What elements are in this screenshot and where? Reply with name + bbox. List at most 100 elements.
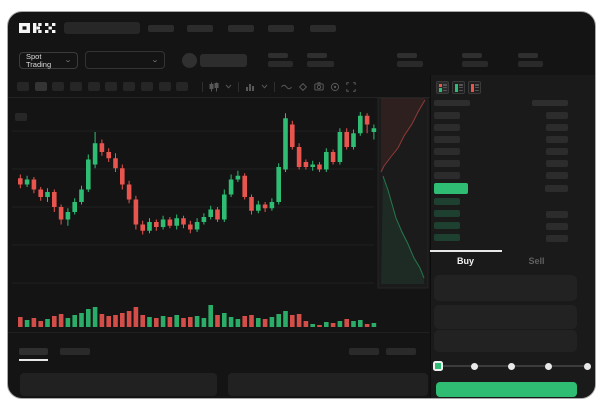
pair-select[interactable]: ⌄ xyxy=(85,51,165,69)
orderbook-view-combined-icon[interactable] xyxy=(436,81,449,94)
orderbook-ask-size-bar[interactable] xyxy=(546,172,568,179)
slider-stop-dot[interactable] xyxy=(583,362,591,370)
volume-bar xyxy=(324,322,329,327)
volume-bar xyxy=(92,307,98,327)
nav-item-placeholder[interactable] xyxy=(187,25,213,32)
orderbook-header-price-col xyxy=(434,100,470,106)
order-total-field[interactable] xyxy=(434,330,577,352)
settings-icon[interactable] xyxy=(330,82,340,92)
orderbook-ask-size-bar[interactable] xyxy=(546,136,568,143)
camera-icon[interactable] xyxy=(314,82,324,91)
orderbook-bid-price-bar[interactable] xyxy=(434,222,460,229)
timeframe-button[interactable] xyxy=(176,82,189,91)
volume-bar xyxy=(79,313,84,327)
amount-slider[interactable] xyxy=(433,359,593,373)
orderbook-ask-price-bar[interactable] xyxy=(434,124,460,131)
candle-body xyxy=(38,189,43,197)
timeframe-button[interactable] xyxy=(140,82,153,91)
candle-body xyxy=(324,152,329,170)
nav-item-placeholder[interactable] xyxy=(148,25,174,32)
tab-sell[interactable]: Sell xyxy=(528,256,545,266)
timeframe-button[interactable] xyxy=(158,82,171,91)
indicator-icon[interactable] xyxy=(245,82,255,92)
candle-body xyxy=(154,222,159,227)
slider-stop-dot[interactable] xyxy=(545,362,552,370)
orderbook-ask-price-bar[interactable] xyxy=(434,112,460,119)
volume-bar xyxy=(113,315,118,327)
chevron-down-icon: ⌄ xyxy=(63,57,73,64)
nav-item-placeholder[interactable] xyxy=(268,25,294,32)
volume-bar xyxy=(351,321,356,327)
volume-bar xyxy=(140,315,145,327)
orderbook-ask-price-bar[interactable] xyxy=(434,148,460,155)
search-input[interactable] xyxy=(64,22,140,34)
order-price-field[interactable] xyxy=(434,275,577,301)
candle-body xyxy=(99,143,105,152)
draw-icon[interactable] xyxy=(298,82,308,92)
candles-icon[interactable] xyxy=(209,82,219,92)
asks-lines xyxy=(475,84,479,92)
tab-buy[interactable]: Buy xyxy=(456,256,474,266)
orderbook-view-bids-icon[interactable] xyxy=(452,81,465,94)
timeframe-button[interactable] xyxy=(17,82,29,91)
candle-body xyxy=(303,162,309,167)
volume-bar xyxy=(133,307,139,327)
volume-bar xyxy=(126,311,132,327)
slider-stop-dot[interactable] xyxy=(471,362,478,370)
volume-bar xyxy=(262,319,268,327)
orderbook-ask-price-bar[interactable] xyxy=(434,172,460,179)
orderbook-ask-size-bar[interactable] xyxy=(546,148,568,155)
orderbook-bid-size-bar[interactable] xyxy=(546,211,568,218)
volume-bar xyxy=(174,315,179,327)
volume-bar xyxy=(283,311,288,327)
timeframe-button[interactable] xyxy=(123,82,136,91)
timeframe-button[interactable] xyxy=(105,82,118,91)
volume-bar xyxy=(337,321,343,327)
stat-value-placeholder xyxy=(397,61,423,67)
slider-stops xyxy=(437,359,593,373)
volume-bar xyxy=(181,318,186,327)
orderbook-ask-size-bar[interactable] xyxy=(546,112,568,119)
volume-bar xyxy=(194,316,200,327)
avatar[interactable] xyxy=(182,53,197,68)
account-button[interactable] xyxy=(200,54,247,67)
bottom-right-item-1[interactable] xyxy=(349,348,379,355)
orderbook-bid-price-bar[interactable] xyxy=(434,210,460,217)
candle-body xyxy=(337,132,343,162)
orderbook-bid-price-bar[interactable] xyxy=(434,198,460,205)
candle-body xyxy=(86,159,91,190)
timeframe-button[interactable] xyxy=(87,82,100,91)
bottom-tab-history[interactable] xyxy=(60,348,90,355)
nav-item-placeholder[interactable] xyxy=(228,25,254,32)
volume-bar xyxy=(58,314,64,327)
orderbook-ask-price-bar[interactable] xyxy=(434,160,460,167)
orderbook-bid-price-bar[interactable] xyxy=(434,234,460,241)
timeframe-button[interactable] xyxy=(52,82,65,91)
chevron-down-icon[interactable] xyxy=(261,84,268,89)
volume-bar xyxy=(276,314,281,327)
timeframe-button[interactable] xyxy=(70,82,83,91)
bottom-right-item-2[interactable] xyxy=(386,348,416,355)
slider-handle[interactable] xyxy=(433,361,443,371)
timeframe-button[interactable] xyxy=(34,82,47,91)
orderbook-ask-size-bar[interactable] xyxy=(546,124,568,131)
fullscreen-icon[interactable] xyxy=(346,81,356,92)
orderbook-bid-size-bar[interactable] xyxy=(546,235,568,242)
buy-submit-button[interactable] xyxy=(436,382,577,397)
candle-body xyxy=(188,224,193,230)
app-window: Spot Trading ⌄ ⌄ xyxy=(7,11,596,399)
orderbook-ask-price-bar[interactable] xyxy=(434,136,460,143)
slider-stop-dot[interactable] xyxy=(508,362,515,370)
orderbook-bid-size-bar[interactable] xyxy=(546,223,568,230)
market-type-dropdown[interactable]: Spot Trading ⌄ xyxy=(19,52,78,69)
order-amount-field[interactable] xyxy=(434,305,577,329)
bottom-tab-orders[interactable] xyxy=(19,348,48,355)
orderbook-last-price-row[interactable] xyxy=(431,181,591,194)
chevron-down-icon[interactable] xyxy=(225,84,232,89)
orderbook-ask-size-bar[interactable] xyxy=(546,160,568,167)
orderbook-view-asks-icon[interactable] xyxy=(468,81,481,94)
volume-bar xyxy=(290,315,295,327)
bids-bar xyxy=(454,83,458,92)
line-type-icon[interactable] xyxy=(281,83,292,91)
nav-item-placeholder[interactable] xyxy=(310,25,336,32)
